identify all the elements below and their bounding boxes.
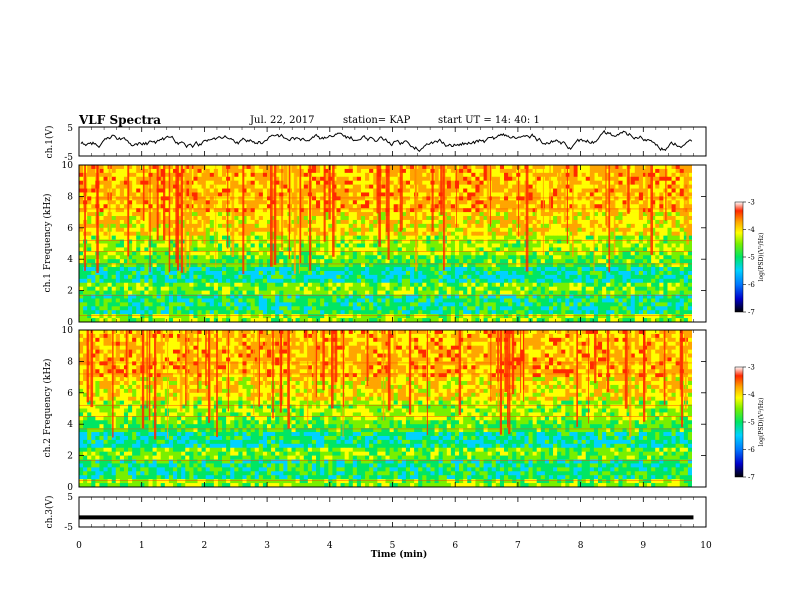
x-tick-label: 0 <box>76 541 82 551</box>
y-tick-label: 10 <box>62 326 74 336</box>
y-tick-label: 6 <box>67 224 73 234</box>
chart-title: VLF Spectra <box>79 113 162 127</box>
y-tick-label: 8 <box>67 192 73 202</box>
ch1-voltage-panel: 5 -5 ch.1(V) <box>44 124 707 163</box>
colorbar-tick-label: -7 <box>748 474 755 482</box>
y-tick-label: 8 <box>67 357 73 367</box>
y-tick-label: 4 <box>67 420 73 430</box>
colorbar-tick-label: -4 <box>748 391 755 399</box>
ch1-colorbar-label: log(PSD)(V²/Hz) <box>758 233 765 282</box>
x-axis-label: Time (min) <box>371 549 428 560</box>
colorbar-tick-label: -4 <box>748 226 755 234</box>
y-tick-label: 2 <box>67 452 73 462</box>
x-tick-label: 8 <box>578 541 584 551</box>
ch2-spectrogram-image <box>79 330 706 488</box>
ch2-colorbar-label: log(PSD)(V²/Hz) <box>758 398 765 447</box>
x-tick-label: 7 <box>515 541 521 551</box>
ch1-colorbar: -3 -4 -5 -6 -7 log(PSD)(V²/Hz) <box>734 199 765 317</box>
y-tick-label: 6 <box>67 389 73 399</box>
x-tick-label: 5 <box>390 541 396 551</box>
y-tick-label: 0 <box>67 483 73 493</box>
start-time-label: start UT = 14: 40: 1 <box>438 115 540 126</box>
colorbar-tick-label: -5 <box>748 254 755 262</box>
x-tick-label: 10 <box>700 541 712 551</box>
ch3-voltage-ylabel: ch.3(V) <box>44 496 55 529</box>
colorbar-tick-label: -3 <box>748 364 755 372</box>
x-tick-label: 2 <box>202 541 208 551</box>
colorbar-tick-label: -3 <box>748 199 755 207</box>
ch2-spectrogram-panel: 0 2 4 6 8 10 ch.2 Frequency (kHz) <box>42 326 707 493</box>
x-tick-label: 4 <box>327 541 333 551</box>
colorbar-tick-label: -6 <box>748 446 755 454</box>
date-label: Jul. 22, 2017 <box>250 115 315 126</box>
y-tick-label: 10 <box>62 161 74 171</box>
y-tick-label: 0 <box>67 318 73 328</box>
time-axis: 0 1 2 3 4 5 6 7 8 9 10 <box>76 127 712 551</box>
y-tick-label: 4 <box>67 255 73 265</box>
x-tick-label: 6 <box>452 541 458 551</box>
station-label: station= KAP <box>343 115 411 126</box>
ch1-ytick-bottom: -5 <box>64 153 73 163</box>
y-tick-label: 2 <box>67 287 73 297</box>
ch1-freq-ylabel: ch.1 Frequency (kHz) <box>42 194 53 293</box>
colorbar-tick-label: -6 <box>748 281 755 289</box>
ch3-ytick-bottom: -5 <box>64 523 73 533</box>
ch2-colorbar: -3 -4 -5 -6 -7 log(PSD)(V²/Hz) <box>734 364 765 482</box>
ch1-ytick-top: 5 <box>67 124 73 134</box>
ch1-spectrogram-panel: 0 2 4 6 8 10 ch.1 Frequency (kHz) <box>42 161 707 328</box>
x-tick-label: 3 <box>264 541 270 551</box>
x-tick-label: 1 <box>139 541 145 551</box>
ch3-ytick-top: 5 <box>67 493 73 503</box>
colorbar-tick-label: -7 <box>748 309 755 317</box>
ch2-freq-ylabel: ch.2 Frequency (kHz) <box>42 359 53 458</box>
ch1-voltage-trace <box>80 129 693 153</box>
ch3-voltage-panel: 5 -5 ch.3(V) <box>44 493 707 533</box>
ch1-spectrogram-image <box>79 165 706 323</box>
ch1-voltage-ylabel: ch.1(V) <box>44 126 55 159</box>
x-tick-label: 9 <box>640 541 646 551</box>
colorbar-tick-label: -5 <box>748 419 755 427</box>
